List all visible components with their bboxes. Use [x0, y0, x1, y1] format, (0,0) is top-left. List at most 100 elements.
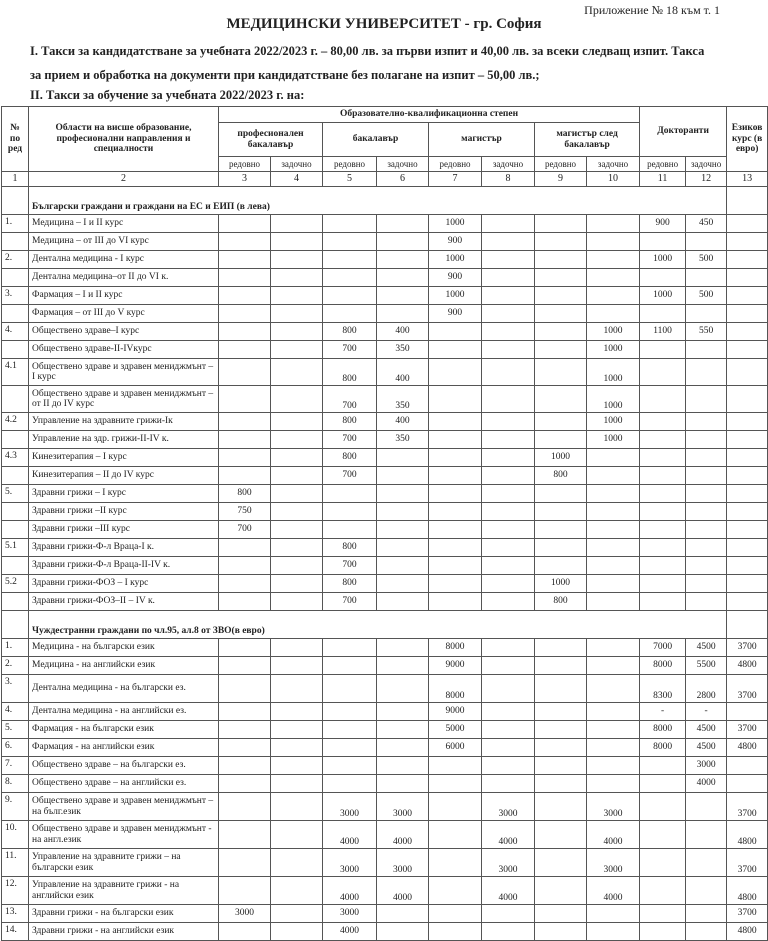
program-name: Обществено здраве и здравен мениджмънт –… — [28, 358, 219, 386]
fee-cell — [685, 876, 728, 905]
program-name: Здравни грижи-Ф-л Враца-I к. — [28, 538, 219, 557]
program-name: Управление на здравните грижи-Iк — [28, 412, 219, 431]
fee-cell — [218, 922, 271, 941]
fee-cell: 4000 — [585, 820, 641, 849]
table-row: Медицина – от III до VI курс 900 — [1, 232, 768, 251]
fee-cell: 500 — [685, 250, 728, 269]
fee-cell — [322, 214, 377, 233]
fee-cell — [481, 674, 535, 703]
fee-cell — [585, 922, 641, 941]
fee-cell — [376, 484, 429, 503]
fee-cell: 9000 — [428, 656, 482, 675]
fee-cell — [639, 232, 687, 251]
fee-cell: 550 — [685, 322, 728, 341]
fee-cell — [534, 702, 587, 721]
fee-cell — [726, 286, 768, 305]
fee-cell — [218, 592, 271, 611]
program-name: Обществено здраве-II-IVкурс — [28, 340, 219, 359]
fee-cell — [270, 792, 323, 821]
program-name: Медицина – от III до VI курс — [28, 232, 219, 251]
fee-cell — [639, 848, 687, 877]
fee-cell — [585, 656, 641, 675]
fee-cell — [270, 922, 323, 941]
fee-cell: 800 — [322, 574, 377, 593]
fee-cell: 4800 — [726, 656, 768, 675]
fee-cell — [218, 720, 271, 739]
program-name: Здравни грижи –III курс — [28, 520, 219, 539]
program-name: Кинезитерапия – II до IV курс — [28, 466, 219, 485]
fee-cell: 350 — [376, 340, 429, 359]
column-number: 10 — [585, 171, 641, 187]
row-number: 13. — [1, 904, 29, 923]
fee-cell — [639, 876, 687, 905]
row-number: 3. — [1, 286, 29, 305]
fee-cell — [534, 848, 587, 877]
fee-cell — [218, 304, 271, 323]
fee-cell — [270, 214, 323, 233]
fee-cell — [639, 904, 687, 923]
fee-cell — [726, 385, 768, 413]
fee-cell — [270, 820, 323, 849]
fee-cell: 750 — [218, 502, 271, 521]
table-row: Здравни грижи –III курс 700 — [1, 520, 768, 539]
fee-cell — [685, 304, 728, 323]
row-number: 7. — [1, 756, 29, 775]
header-master: магистър — [428, 122, 535, 157]
fee-cell: 700 — [322, 592, 377, 611]
fee-cell — [218, 774, 271, 793]
fee-cell — [481, 304, 535, 323]
fee-cell — [218, 466, 271, 485]
fee-cell: 8000 — [639, 656, 687, 675]
fee-cell — [270, 538, 323, 557]
row-number — [1, 556, 29, 575]
program-name: Здравни грижи-ФОЗ – I курс — [28, 574, 219, 593]
fee-cell — [376, 268, 429, 287]
fee-cell — [428, 774, 482, 793]
header-part-time: задочно — [270, 156, 323, 172]
program-name: Фармация – от III до V курс — [28, 304, 219, 323]
fee-cell — [376, 286, 429, 305]
fee-cell: 8000 — [639, 738, 687, 757]
fee-cell: 3700 — [726, 848, 768, 877]
fee-cell — [534, 738, 587, 757]
fee-cell: 4500 — [685, 738, 728, 757]
fee-cell: 3000 — [585, 792, 641, 821]
fee-cell — [726, 574, 768, 593]
fee-cell — [726, 774, 768, 793]
fee-cell — [376, 774, 429, 793]
fee-cell — [639, 774, 687, 793]
row-number: 9. — [1, 792, 29, 821]
program-name: Кинезитерапия – I курс — [28, 448, 219, 467]
fee-cell: 4500 — [685, 638, 728, 657]
fee-cell — [585, 268, 641, 287]
document-title: МЕДИЦИНСКИ УНИВЕРСИТЕТ - гр. София — [226, 16, 542, 32]
fee-cell: 3000 — [322, 904, 377, 923]
fee-cell: 3000 — [481, 848, 535, 877]
fee-cell — [726, 340, 768, 359]
section-title: Чуждестранни граждани по чл.95, ал.8 от … — [27, 610, 728, 639]
fee-cell — [376, 656, 429, 675]
fee-cell — [639, 574, 687, 593]
program-name: Фармация - на английски език — [28, 738, 219, 757]
fee-cell — [218, 358, 271, 386]
program-name: Управление на здравните грижи – на бълга… — [28, 848, 219, 877]
application-fees-line-1: I. Такси за кандидатстване за учебната 2… — [30, 44, 705, 58]
fee-cell — [639, 592, 687, 611]
fee-cell — [481, 430, 535, 449]
document-page: Приложение № 18 към т. 1 МЕДИЦИНСКИ УНИВ… — [1, 3, 768, 941]
fee-cell — [428, 756, 482, 775]
fee-cell: 5500 — [685, 656, 728, 675]
fee-cell — [726, 268, 768, 287]
fee-cell — [428, 538, 482, 557]
fee-cell — [218, 538, 271, 557]
fee-cell — [376, 502, 429, 521]
fee-cell — [481, 358, 535, 386]
fee-cell — [270, 412, 323, 431]
fee-cell — [685, 448, 728, 467]
fee-cell — [376, 638, 429, 657]
fee-cell — [481, 574, 535, 593]
fee-cell — [685, 412, 728, 431]
fee-cell: 7000 — [639, 638, 687, 657]
fee-cell — [639, 756, 687, 775]
fee-cell: 4000 — [481, 876, 535, 905]
